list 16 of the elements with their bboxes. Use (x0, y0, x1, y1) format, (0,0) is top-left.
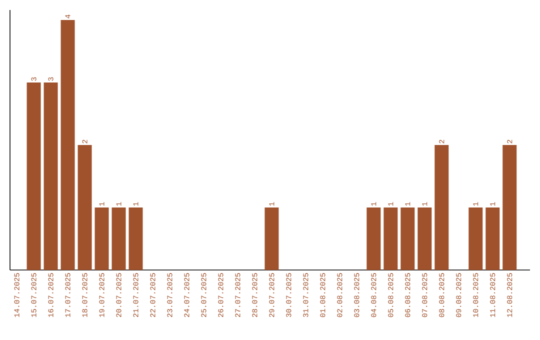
bar (26, 82, 41, 270)
bar (486, 208, 500, 270)
bar (78, 144, 92, 270)
bar (60, 20, 75, 270)
bar (44, 82, 58, 270)
bar (128, 208, 143, 270)
bar (384, 208, 398, 270)
bar (400, 208, 415, 270)
bar (418, 208, 432, 270)
bar (94, 208, 109, 270)
bar (112, 208, 126, 270)
bar (264, 208, 279, 270)
bar (366, 208, 381, 270)
bar (468, 208, 483, 270)
bar (434, 144, 449, 270)
bar (502, 144, 517, 270)
